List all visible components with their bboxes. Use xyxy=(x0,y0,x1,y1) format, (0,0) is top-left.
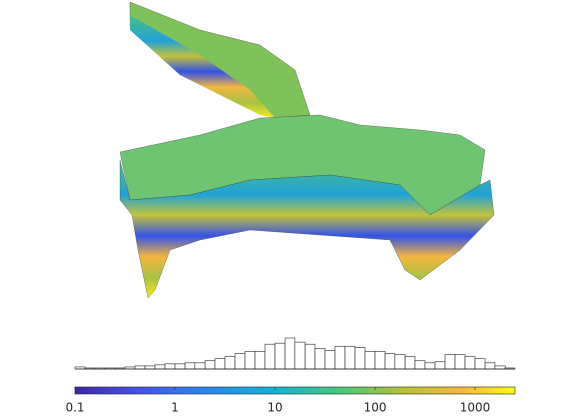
histogram-bar xyxy=(294,341,306,370)
histogram-bar xyxy=(434,361,446,370)
colorbar-tick-label: 1 xyxy=(171,401,179,415)
histogram-bar xyxy=(354,346,366,370)
histogram-bar xyxy=(264,343,276,370)
histogram-bar xyxy=(164,363,176,370)
histogram-bar xyxy=(234,353,246,370)
histogram-bar xyxy=(254,351,266,370)
colorbar-tick-label: 10 xyxy=(267,401,282,415)
histogram-bar xyxy=(364,351,376,370)
histogram-bar xyxy=(174,363,186,370)
histogram-bar xyxy=(274,342,286,370)
colorbar xyxy=(74,386,516,395)
histogram-bar xyxy=(324,350,336,370)
histogram-bar xyxy=(244,351,256,370)
histogram-bar xyxy=(474,358,486,370)
side-layers xyxy=(119,159,495,299)
histogram-bar xyxy=(484,362,496,370)
colorbar-tick-label: 0.1 xyxy=(65,401,84,415)
histogram-bar xyxy=(194,362,206,370)
histogram-bar xyxy=(374,351,386,370)
upper-branch-side xyxy=(130,15,275,118)
histogram-bar xyxy=(304,343,316,370)
histogram-bar xyxy=(144,365,156,370)
histogram-bar xyxy=(134,365,146,370)
histogram-bar xyxy=(414,360,426,370)
histogram-bar xyxy=(204,360,216,370)
histogram-bar xyxy=(314,348,326,370)
histogram-bar xyxy=(424,362,436,370)
histogram-bar xyxy=(444,354,456,370)
upper-branch xyxy=(129,1,311,119)
colorbar-tick-label: 100 xyxy=(364,401,387,415)
histogram-bar xyxy=(284,337,296,370)
histogram-bar xyxy=(344,345,356,370)
histogram-bar xyxy=(464,356,476,370)
histogram-bar xyxy=(214,358,226,370)
histogram-bar xyxy=(494,365,506,370)
histogram-bar xyxy=(334,345,346,370)
histogram-bar xyxy=(394,354,406,370)
histogram-bar xyxy=(454,354,466,370)
histogram-bar xyxy=(384,353,396,370)
histogram-bar xyxy=(184,362,196,370)
colorbar-tick-label: 1000 xyxy=(460,401,491,415)
reservoir-model xyxy=(119,1,495,299)
histogram-bar xyxy=(154,364,166,370)
histogram-bar xyxy=(404,356,416,370)
histogram-bar xyxy=(224,356,236,370)
